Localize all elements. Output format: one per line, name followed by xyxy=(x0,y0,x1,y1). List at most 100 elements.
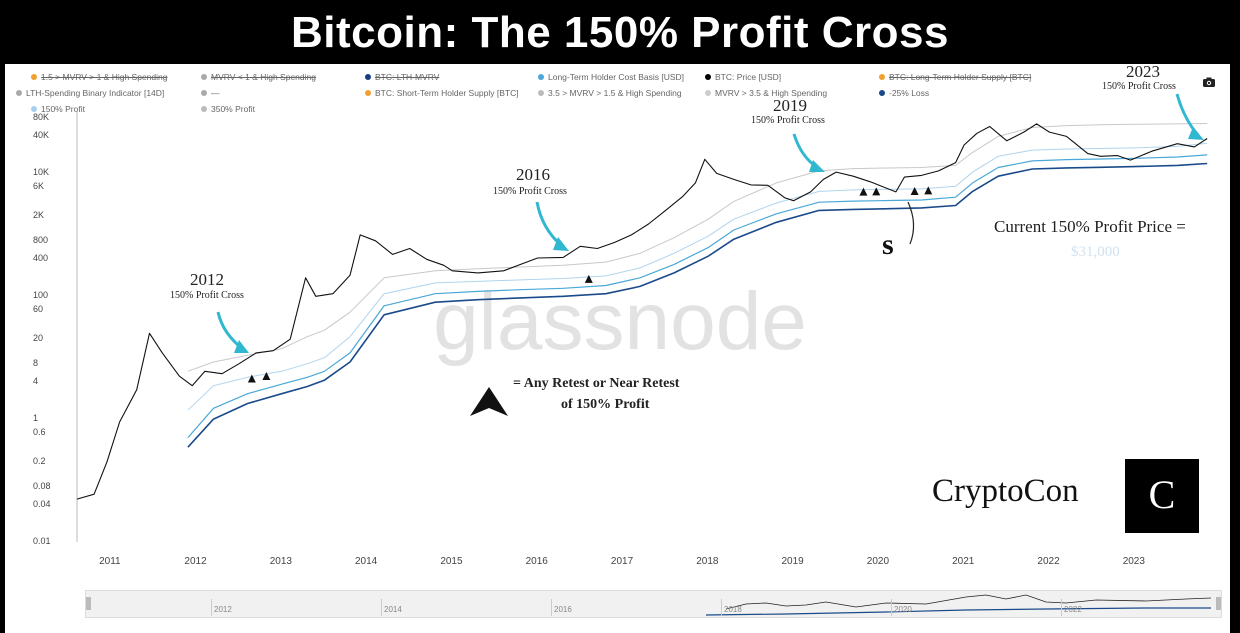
legend-item[interactable]: BTC: LTH-MVRV xyxy=(365,72,439,82)
legend-item[interactable]: — xyxy=(201,88,220,98)
annotation-2012-year: 2012 xyxy=(190,270,224,289)
x-tick-label: 2012 xyxy=(184,556,207,567)
legend-label: Long-Term Holder Cost Basis [USD] xyxy=(548,72,685,82)
y-tick-label: 8 xyxy=(33,357,39,368)
x-tick-label: 2011 xyxy=(99,556,121,567)
y-tick-label: 400 xyxy=(33,253,49,264)
navigator-tick-label: 2016 xyxy=(554,605,572,614)
series-line-25-loss xyxy=(187,162,1208,448)
legend-item[interactable]: 3.5 > MVRV > 1.5 & High Spending xyxy=(538,88,682,98)
arrow-2012-head xyxy=(234,340,249,353)
y-tick-label: 1 xyxy=(33,413,39,424)
x-tick-label: 2023 xyxy=(1122,556,1145,567)
x-tick-label: 2020 xyxy=(866,556,890,567)
camera-icon[interactable] xyxy=(1203,77,1215,87)
legend-item[interactable]: BTC: Long-Term Holder Supply [BTC] xyxy=(879,72,1031,82)
legend-label: BTC: Short-Term Holder Supply [BTC] xyxy=(375,88,519,98)
title-bar: Bitcoin: The 150% Profit Cross xyxy=(0,0,1240,66)
x-tick-label: 2013 xyxy=(269,556,292,567)
page-title: Bitcoin: The 150% Profit Cross xyxy=(290,8,949,57)
brand-logo-mark: C xyxy=(1148,472,1176,517)
y-tick-label: 100 xyxy=(33,290,49,301)
navigator-left-handle[interactable] xyxy=(86,597,91,610)
retest-marker xyxy=(872,187,881,196)
chart-svg: glassnode s xyxy=(76,93,1208,542)
legend-item[interactable]: BTC: Price [USD] xyxy=(705,72,781,82)
legend-item[interactable]: -25% Loss xyxy=(879,88,929,98)
y-tick-label: 0.08 xyxy=(33,480,51,491)
legend-swatch xyxy=(201,106,207,112)
legend-label: -25% Loss xyxy=(889,88,930,98)
lines-layer xyxy=(76,123,1208,500)
legend-swatch xyxy=(705,90,711,96)
current-price-label: Current 150% Profit Price = xyxy=(994,217,1186,236)
x-tick-label: 2021 xyxy=(952,556,975,567)
legend-swatch xyxy=(16,90,22,96)
legend-label: 350% Profit xyxy=(211,104,255,114)
navigator-tick-label: 2012 xyxy=(214,605,232,614)
navigator-tick-mark xyxy=(551,599,552,616)
legend-label: BTC: Price [USD] xyxy=(715,72,782,82)
x-tick-label: 2018 xyxy=(696,556,719,567)
brand-logo: C xyxy=(1125,459,1199,533)
legend-item[interactable]: 350% Profit xyxy=(201,104,255,114)
legend-swatch xyxy=(365,74,371,80)
y-tick-label: 2K xyxy=(33,210,45,221)
y-tick-label: 20 xyxy=(33,333,44,344)
retest-legend-triangle xyxy=(470,387,508,416)
x-tick-label: 2019 xyxy=(781,556,804,567)
legend-swatch xyxy=(879,90,885,96)
series-line-350-profit xyxy=(187,123,1208,372)
markers-layer xyxy=(247,186,933,383)
legend-swatch xyxy=(201,74,207,80)
hook-annotation xyxy=(907,201,915,245)
retest-legend-line1: = Any Retest or Near Retest xyxy=(513,376,680,391)
legend-swatch xyxy=(879,74,885,80)
arrows-layer: s xyxy=(216,93,1204,416)
retest-marker xyxy=(247,374,256,383)
legend-label: 150% Profit xyxy=(41,104,85,114)
legend-swatch xyxy=(538,90,544,96)
legend-label: MVRV > 3.5 & High Spending xyxy=(715,88,828,98)
y-tick-label: 0.04 xyxy=(33,499,51,510)
annotation-2023-subtitle: 150% Profit Cross xyxy=(1102,81,1176,92)
navigator-tick-mark xyxy=(1061,599,1062,616)
legend-item[interactable]: 150% Profit xyxy=(31,104,85,114)
arrow-2023-head xyxy=(1188,127,1204,140)
legend-label: BTC: LTH-MVRV xyxy=(375,72,440,82)
annotation-2019-year: 2019 xyxy=(773,96,807,115)
time-navigator[interactable]: 2012 2014 2016 2018 2020 2022 xyxy=(85,590,1222,618)
y-tick-label: 0.6 xyxy=(33,426,46,437)
legend-item[interactable]: Long-Term Holder Cost Basis [USD] xyxy=(538,72,684,82)
x-tick-label: 2017 xyxy=(610,556,634,567)
legend-item[interactable]: 1.5 > MVRV > 1 & High Spending xyxy=(31,72,167,82)
arrow-2016-head xyxy=(553,237,569,251)
y-tick-label: 0.2 xyxy=(33,456,46,467)
y-tick-label: 40K xyxy=(33,130,50,141)
legend-label: 1.5 > MVRV > 1 & High Spending xyxy=(41,72,168,82)
navigator-tick-mark xyxy=(211,599,212,616)
legend-item[interactable]: MVRV < 1 & High Spending xyxy=(201,72,316,82)
x-tick-label: 2014 xyxy=(355,556,378,567)
legend-item[interactable]: LTH-Spending Binary Indicator [14D] xyxy=(16,88,164,98)
navigator-right-handle[interactable] xyxy=(1216,597,1221,610)
navigator-tick-label: 2018 xyxy=(724,605,742,614)
legend-swatch xyxy=(201,90,207,96)
navigator-tick-mark xyxy=(891,599,892,616)
legend-label: BTC: Long-Term Holder Supply [BTC] xyxy=(889,72,1032,82)
legend-item[interactable]: BTC: Short-Term Holder Supply [BTC] xyxy=(365,88,519,98)
navigator-tick-mark xyxy=(381,599,382,616)
y-tick-label: 0.01 xyxy=(33,536,51,546)
retest-marker xyxy=(924,186,933,195)
arrow-2023 xyxy=(1175,93,1200,136)
chart-panel: glassnode s 1.5 > MVRV > 1 & High Spendi… xyxy=(5,64,1230,633)
legend-swatch xyxy=(31,106,37,112)
y-tick-label: 4 xyxy=(33,376,39,387)
brand-name: CryptoCon xyxy=(932,473,1079,509)
annotation-2023-year: 2023 xyxy=(1126,64,1160,81)
watermark: glassnode xyxy=(433,276,807,367)
legend-swatch xyxy=(538,74,544,80)
legend-swatch xyxy=(365,90,371,96)
legend-item[interactable]: MVRV > 3.5 & High Spending xyxy=(705,88,827,98)
retest-marker xyxy=(584,274,593,283)
